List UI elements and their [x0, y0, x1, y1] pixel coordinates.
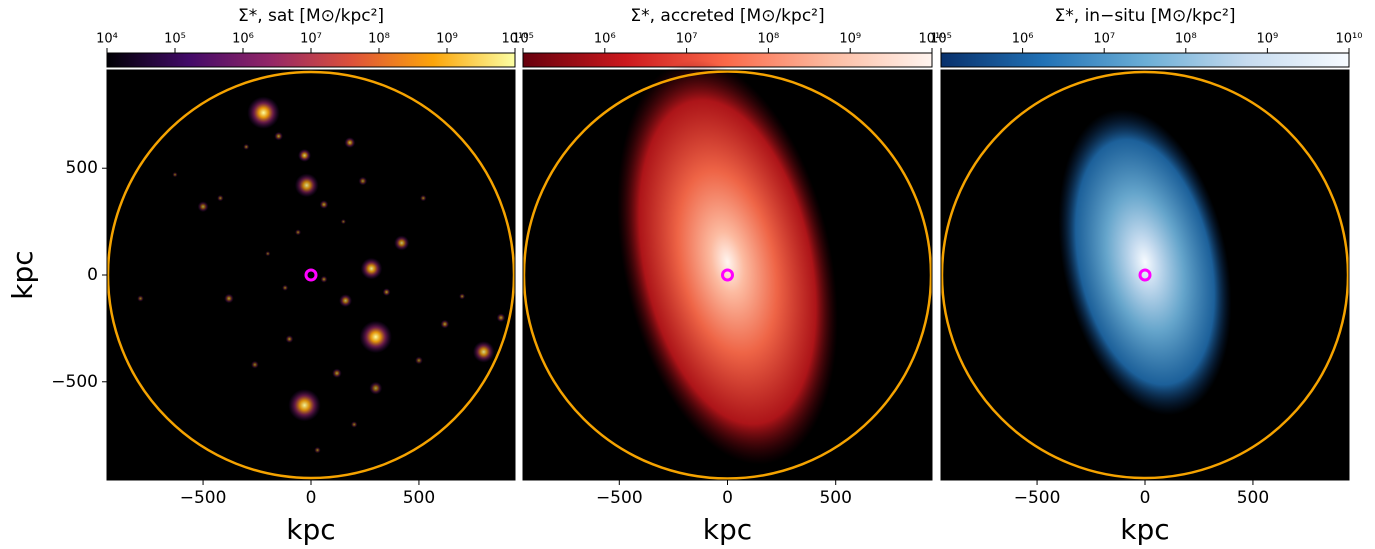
density-blob — [295, 229, 301, 235]
x-tick-label: 500 — [403, 488, 435, 508]
density-blob — [358, 177, 367, 186]
density-blob — [198, 201, 209, 212]
density-blob — [286, 335, 294, 343]
colorbar-tick-label: 10⁸ — [368, 32, 390, 47]
figure: 10⁴ 10⁵ 10⁶ 10⁷ 10⁸ 10⁹ 10¹⁰ Σ*, sat [M⊙/kpc²] −… — [0, 0, 1375, 549]
density-blob — [415, 357, 423, 365]
colorbar-tick-label: 10⁹ — [1257, 32, 1279, 47]
colorbar-tick-label: 10⁹ — [839, 32, 861, 47]
x-tick-label: 0 — [306, 488, 317, 508]
density-blob — [137, 295, 143, 301]
density-blob — [288, 389, 320, 421]
y-tick-label: 0 — [87, 265, 98, 285]
y-tick-label: 500 — [66, 158, 98, 178]
colorbar-tick-label: 10⁴ — [96, 32, 118, 47]
colorbar-tick-label: 10⁸ — [758, 32, 780, 47]
x-tick-label: −500 — [1014, 488, 1061, 508]
x-axis-label: kpc — [1120, 513, 1169, 546]
colorbar-tick-label: 10⁷ — [1093, 32, 1115, 47]
density-blob — [172, 172, 177, 177]
colorbar-tick-label: 10⁵ — [930, 32, 952, 47]
density-blob — [320, 276, 327, 283]
colorbar-tick-label: 10¹⁰ — [1336, 32, 1363, 47]
x-tick-label: 0 — [1140, 488, 1151, 508]
colorbar-tick-label: 10⁶ — [594, 32, 616, 47]
y-axis-label: kpc — [6, 250, 39, 299]
colorbar-label: Σ*, in−situ [M⊙/kpc²] — [1055, 6, 1236, 26]
density-blob — [383, 288, 391, 296]
density-blob — [314, 447, 320, 453]
colorbar-tick-label: 10⁶ — [1012, 32, 1034, 47]
colorbar — [941, 53, 1349, 67]
density-blob — [360, 321, 392, 353]
x-axis-label: kpc — [703, 513, 752, 546]
x-tick-label: 500 — [1237, 488, 1269, 508]
density-blob — [298, 149, 311, 162]
density-blob — [473, 341, 495, 363]
colorbar-tick-label: 10⁹ — [436, 32, 458, 47]
density-blob — [247, 97, 279, 129]
density-blob — [394, 235, 409, 250]
x-tick-label: −500 — [180, 488, 227, 508]
density-blob — [344, 137, 355, 148]
colorbar-label: Σ*, sat [M⊙/kpc²] — [238, 6, 384, 26]
colorbar-tick-label: 10⁵ — [164, 32, 186, 47]
y-tick-label: −500 — [51, 372, 98, 392]
x-tick-label: −500 — [596, 488, 643, 508]
colorbar-tick-label: 10⁷ — [676, 32, 698, 47]
density-blob — [282, 285, 288, 291]
density-blob — [497, 313, 506, 322]
density-blob — [251, 361, 259, 369]
colorbar-tick-label: 10⁸ — [1175, 32, 1197, 47]
density-blob — [339, 294, 352, 307]
density-blob — [265, 251, 270, 256]
density-blob — [369, 382, 382, 395]
colorbar-tick-label: 10⁷ — [300, 32, 322, 47]
density-blob — [320, 200, 329, 209]
density-blob — [351, 421, 357, 427]
x-tick-label: 0 — [722, 488, 733, 508]
density-blob — [224, 294, 233, 303]
density-blob — [459, 293, 465, 299]
density-blob — [361, 258, 383, 280]
density-blob — [441, 320, 450, 329]
density-blob — [295, 173, 319, 197]
colorbar — [523, 53, 932, 67]
density-blob — [217, 195, 223, 201]
density-blob — [332, 368, 341, 377]
density-blob — [274, 132, 283, 141]
x-tick-label: 500 — [819, 488, 851, 508]
density-blob — [341, 219, 346, 224]
colorbar-label: Σ*, accreted [M⊙/kpc²] — [630, 6, 824, 26]
density-blob — [243, 144, 249, 150]
colorbar-tick-label: 10⁵ — [512, 32, 534, 47]
x-axis-label: kpc — [286, 513, 335, 546]
density-blob — [420, 195, 426, 201]
colorbar — [107, 53, 515, 67]
colorbar-tick-label: 10⁶ — [232, 32, 254, 47]
